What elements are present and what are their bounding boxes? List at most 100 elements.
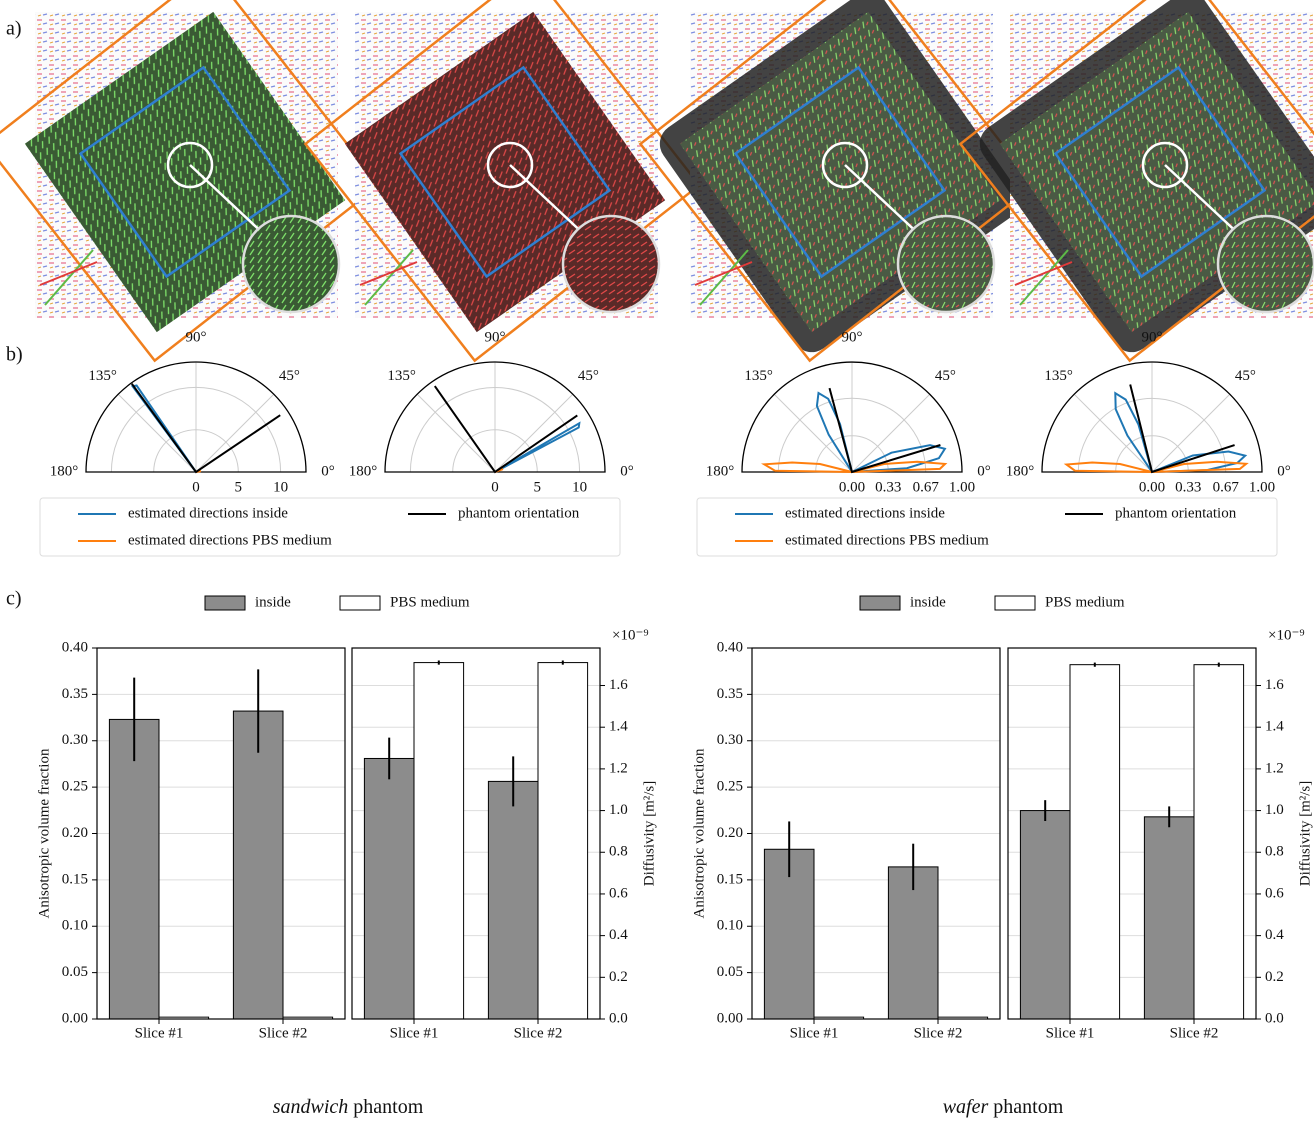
y-tick-label: 0.25 xyxy=(717,779,743,795)
legend-label: estimated directions inside xyxy=(128,505,288,521)
r-tick-label: 10 xyxy=(572,479,587,495)
bar xyxy=(108,718,160,1020)
r-tick-label: 0.00 xyxy=(839,479,865,495)
offset-label: ×10⁻⁹ xyxy=(1268,627,1305,643)
y-tick-label: 1.6 xyxy=(609,677,628,693)
y-tick-label: 0.15 xyxy=(717,871,743,887)
y-tick-label: 0.4 xyxy=(609,927,628,943)
theta-tick-label: 135° xyxy=(1044,368,1073,384)
r-tick-label: 0.33 xyxy=(875,479,901,495)
theta-tick-label: 45° xyxy=(935,368,956,384)
x-tick-label: Slice #2 xyxy=(1170,1025,1219,1041)
panel-label: c) xyxy=(6,588,22,610)
y-tick-label: 0.00 xyxy=(62,1010,88,1026)
y-tick-label: 0.8 xyxy=(1265,844,1284,860)
polar-frame xyxy=(1041,361,1263,473)
legend-label: estimated directions inside xyxy=(785,505,945,521)
image xyxy=(958,0,1314,363)
x-axis-label-rest: phantom xyxy=(993,1096,1063,1118)
y-axis-label: Diffusivity [m²/s] xyxy=(641,781,657,886)
y-tick-label: 1.2 xyxy=(1265,760,1284,776)
theta-grid xyxy=(416,393,496,473)
zoom-disk xyxy=(896,214,996,314)
y-tick-label: 0.30 xyxy=(62,732,88,748)
theta-tick-label: 45° xyxy=(578,368,599,384)
y-axis-label: Anisotropic volume fraction xyxy=(36,748,52,918)
y-tick-label: 1.4 xyxy=(609,719,628,735)
polar-line xyxy=(494,421,581,473)
zoom-ring xyxy=(1141,141,1189,189)
legend-label: estimated directions PBS medium xyxy=(785,532,989,548)
legend-label: inside xyxy=(255,594,291,610)
polar-line xyxy=(815,391,947,474)
theta-tick-label: 180° xyxy=(50,463,79,479)
polar-line xyxy=(1129,384,1235,474)
r-tick-label: 1.00 xyxy=(1249,479,1275,495)
y-tick-label: 0.10 xyxy=(717,918,743,934)
y-tick-label: 0.2 xyxy=(609,969,628,985)
polar-frame xyxy=(85,361,307,473)
zoom-ring xyxy=(486,141,534,189)
theta-tick-label: 135° xyxy=(88,368,117,384)
y-tick-label: 0.0 xyxy=(1265,1010,1284,1026)
bar xyxy=(1193,664,1245,1020)
panel-label: b) xyxy=(6,344,23,366)
theta-tick-label: 90° xyxy=(842,329,863,345)
x-axis-label: wafer phantom xyxy=(943,1096,1064,1118)
y-tick-label: 0.40 xyxy=(717,639,743,655)
polar-frame xyxy=(384,361,606,473)
offset-label: ×10⁻⁹ xyxy=(612,627,649,643)
legend-label: phantom orientation xyxy=(1115,505,1237,521)
image-panels xyxy=(0,0,1314,363)
blue-roi xyxy=(733,65,947,279)
y-tick-label: 0.6 xyxy=(1265,885,1284,901)
legend-box xyxy=(39,497,621,557)
polar-frame xyxy=(741,361,963,473)
arrow-red xyxy=(694,261,753,286)
arrow-red xyxy=(39,261,98,286)
y-tick-label: 1.0 xyxy=(609,802,628,818)
r-tick-label: 0.00 xyxy=(1139,479,1165,495)
x-tick-label: Slice #1 xyxy=(135,1025,184,1041)
r-tick-label: 0.67 xyxy=(1213,479,1240,495)
axes-frame xyxy=(96,647,346,1020)
legend-box xyxy=(696,497,1278,557)
legend-swatch xyxy=(994,595,1036,611)
legend-swatch xyxy=(339,595,381,611)
axes-frame xyxy=(1007,647,1257,1020)
y-tick-label: 0.35 xyxy=(62,686,88,702)
zoom-ring xyxy=(821,141,869,189)
x-tick-label: Slice #2 xyxy=(514,1025,563,1041)
theta-tick-label: 180° xyxy=(349,463,378,479)
x-axis-label: sandwich phantom xyxy=(273,1096,424,1118)
panel-label: a) xyxy=(6,18,22,40)
theta-tick-label: 90° xyxy=(186,329,207,345)
arrow-red xyxy=(359,261,418,286)
y-tick-label: 0.00 xyxy=(717,1010,743,1026)
blue-roi xyxy=(398,65,612,279)
polar-line xyxy=(828,387,941,474)
arrow-green xyxy=(1019,249,1069,306)
y-tick-label: 0.0 xyxy=(609,1010,628,1026)
y-tick-label: 0.40 xyxy=(62,639,88,655)
y-axis-label: Diffusivity [m²/s] xyxy=(1297,781,1313,886)
theta-grid xyxy=(851,393,931,473)
bar xyxy=(363,757,415,1020)
legend-label: estimated directions PBS medium xyxy=(128,532,332,548)
x-tick-label: Slice #1 xyxy=(1046,1025,1095,1041)
bar xyxy=(487,780,539,1020)
y-tick-label: 1.6 xyxy=(1265,677,1284,693)
r-tick-label: 10 xyxy=(273,479,288,495)
arrow-green xyxy=(699,249,749,306)
y-tick-label: 0.30 xyxy=(717,732,743,748)
r-tick-label: 0.67 xyxy=(913,479,940,495)
bar xyxy=(1019,810,1071,1020)
x-tick-label: Slice #2 xyxy=(914,1025,963,1041)
arrow-red xyxy=(1014,261,1073,286)
bar xyxy=(413,662,465,1020)
theta-tick-label: 180° xyxy=(706,463,735,479)
theta-grid xyxy=(1151,393,1231,473)
x-tick-label: Slice #1 xyxy=(790,1025,839,1041)
zoom-disk xyxy=(561,214,661,314)
r-tick-label: 0 xyxy=(491,479,499,495)
